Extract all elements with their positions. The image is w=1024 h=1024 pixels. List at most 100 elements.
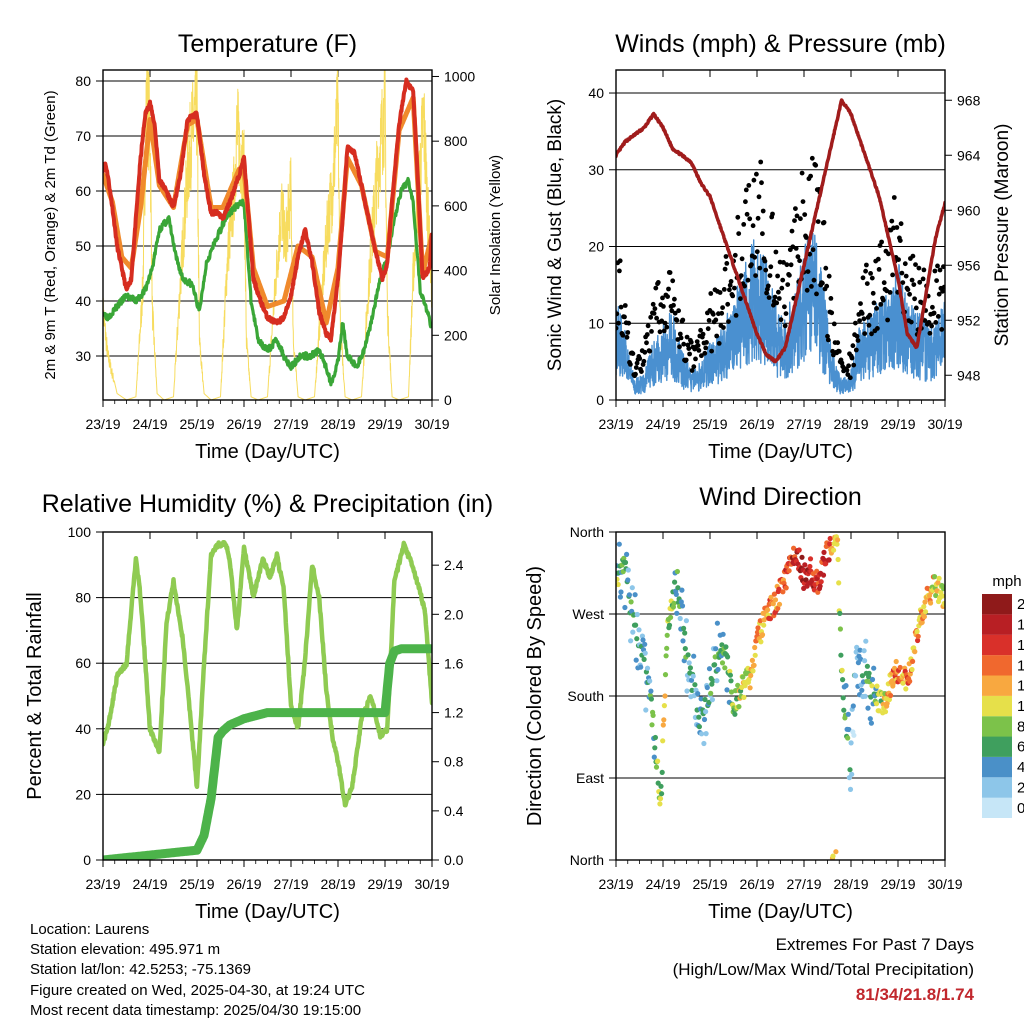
x-tick-label: 28/19: [833, 416, 868, 432]
gust-point: [652, 306, 658, 312]
direction-point: [862, 693, 868, 699]
y-tick-label: South: [567, 688, 604, 704]
x-tick-label: 27/19: [786, 416, 821, 432]
direction-point: [768, 594, 774, 600]
humidity-series: [103, 539, 432, 808]
gust-point: [671, 302, 676, 308]
direction-point: [912, 649, 918, 655]
gust-point: [905, 287, 911, 292]
direction-point: [659, 791, 665, 797]
gust-point: [703, 345, 709, 351]
direction-point: [714, 678, 720, 684]
gust-point: [875, 326, 880, 331]
direction-point: [632, 592, 638, 598]
direction-point: [821, 549, 827, 556]
gust-point: [650, 301, 656, 307]
gust-point: [696, 348, 702, 353]
y-tick-label: 40: [75, 293, 91, 309]
direction-point: [649, 722, 655, 728]
gust-point: [864, 281, 870, 286]
direction-point: [818, 579, 824, 585]
y2-tick-label: 1.2: [444, 705, 464, 721]
x-tick-label: 25/19: [692, 416, 727, 432]
direction-point: [915, 633, 921, 640]
direction-point: [888, 692, 894, 699]
gust-point: [644, 332, 650, 337]
gust-point: [795, 254, 801, 260]
direction-point: [688, 677, 695, 683]
colorbar-swatch: [982, 594, 1012, 615]
gust-point: [926, 320, 932, 325]
gust-point: [728, 279, 734, 284]
y-axis-label: Percent & Total Rainfall: [24, 592, 46, 800]
direction-point: [907, 678, 913, 684]
direction-point: [668, 614, 674, 621]
direction-point: [853, 673, 859, 679]
direction-point: [807, 556, 814, 562]
gust-point: [722, 266, 728, 272]
x-tick-label: 28/19: [833, 876, 868, 892]
pressure-series: [616, 98, 945, 364]
gust-point: [685, 342, 691, 348]
direction-point: [835, 537, 841, 543]
extremes-title: Extremes For Past 7 Days: [775, 935, 974, 954]
direction-point: [759, 632, 766, 638]
x-tick-label: 27/19: [273, 416, 308, 432]
direction-point: [640, 637, 646, 643]
direction-point: [696, 714, 702, 720]
y2-tick-label: 1.6: [444, 655, 464, 671]
gust-point: [754, 249, 760, 255]
y-axis-label: 2m & 9m T (Red, Orange) & 2m Td (Green): [42, 90, 59, 379]
direction-point: [807, 563, 813, 570]
direction-point: [650, 712, 656, 719]
direction-point: [750, 668, 756, 674]
direction-point: [868, 720, 875, 726]
gust-point: [889, 218, 895, 224]
gust-point: [665, 294, 670, 299]
y-tick-label: 40: [588, 85, 604, 101]
gust-point: [820, 280, 825, 286]
direction-point: [625, 577, 631, 583]
panel-1: Temperature (F) 23/19 24/19 25/19 26/19 27/19…: [42, 30, 504, 463]
gust-point: [850, 343, 856, 349]
direction-point: [708, 690, 714, 697]
direction-point: [914, 628, 920, 635]
gust-point: [931, 310, 937, 316]
direction-point: [869, 676, 876, 683]
direction-point: [647, 678, 653, 684]
gust-point: [667, 270, 673, 275]
gust-point: [738, 296, 743, 302]
colorbar-swatch: [982, 695, 1012, 717]
gust-point: [815, 219, 821, 225]
colorbar-level: 8: [1017, 718, 1024, 735]
gust-point: [886, 251, 891, 257]
gust-point: [763, 267, 769, 273]
gust-point: [909, 277, 915, 283]
elevation-text: Station elevation: 495.971 m: [30, 941, 221, 959]
gust-point: [797, 258, 802, 264]
gust-point: [782, 304, 787, 310]
colorbar-label: mph: [992, 573, 1021, 590]
direction-point: [868, 694, 874, 700]
gust-point: [767, 273, 773, 278]
extremes-values: 81/34/21.8/1.74: [855, 985, 974, 1004]
x-tick-label: 26/19: [226, 416, 261, 432]
gust-point: [687, 351, 692, 357]
gust-point: [907, 291, 912, 297]
gust-point: [742, 283, 747, 289]
gust-point: [941, 264, 945, 270]
x-tick-label: 23/19: [85, 416, 120, 432]
direction-point: [757, 618, 763, 624]
direction-point: [727, 668, 733, 674]
direction-point: [680, 638, 686, 644]
direction-point: [859, 673, 866, 679]
direction-point: [689, 687, 695, 694]
direction-point: [841, 707, 847, 713]
direction-point: [666, 622, 673, 628]
gust-point: [890, 272, 895, 278]
gust-point: [804, 287, 810, 293]
gust-point: [765, 283, 771, 289]
gust-point: [688, 339, 694, 345]
direction-point: [761, 622, 767, 628]
